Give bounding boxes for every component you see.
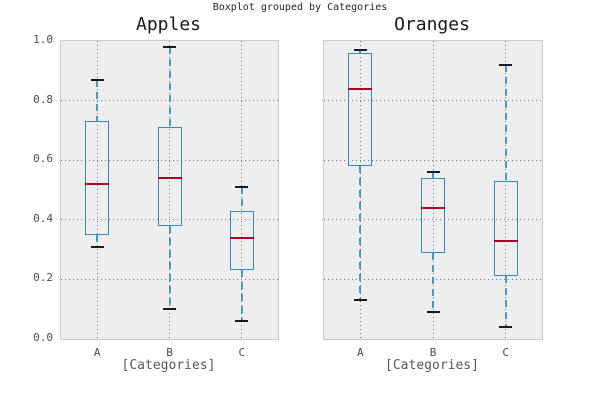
box	[493, 181, 518, 277]
whisker-cap-top	[235, 186, 249, 189]
subplot-title: Oranges	[394, 14, 470, 35]
chart-suptitle: Boxplot grouped by Categories	[212, 2, 388, 13]
subplot-title: Apples	[135, 14, 202, 35]
whisker-lower	[168, 225, 171, 310]
y-tick-label: 0.2	[33, 271, 53, 285]
x-tick-label: C	[502, 346, 509, 359]
box	[229, 210, 254, 271]
whisker-upper	[240, 187, 243, 211]
y-tick-label: 0.4	[33, 211, 53, 225]
gridline-vertical	[432, 41, 434, 339]
box	[421, 178, 445, 253]
whisker-lower	[240, 270, 243, 322]
plot-area: A B C	[323, 40, 543, 359]
y-tick-label: 0.0	[33, 331, 53, 344]
whisker-upper	[168, 46, 171, 128]
x-tick-label: A	[93, 346, 101, 359]
whisker-cap-bottom	[235, 320, 249, 323]
whisker-upper	[504, 64, 507, 182]
whisker-cap-top	[426, 171, 440, 174]
y-tick-label: 0.8	[33, 92, 53, 106]
y-tick-label: 0.6	[33, 152, 53, 166]
median-line	[348, 87, 373, 90]
plot-area: 0.0 0.2 0.4 0.6 0.8 1.0 A B C	[33, 33, 279, 359]
median-line	[229, 236, 254, 239]
x-axis-label: [Categories]	[121, 358, 216, 373]
box	[85, 121, 110, 235]
median-line	[421, 206, 445, 209]
gridline-vertical	[505, 41, 507, 339]
x-axis-label: [Categories]	[385, 358, 479, 373]
subplot-oranges: Oranges A B C [Categories]	[300, 0, 600, 400]
whisker-cap-top	[163, 45, 176, 48]
whisker-cap-bottom	[499, 326, 513, 329]
whisker-cap-bottom	[163, 308, 176, 311]
subplot-apples: Apples 0.0 0.2 0.4 0.6 0.8 1.0 A B C [Categories…	[33, 14, 279, 373]
whisker-cap-bottom	[353, 299, 367, 302]
whisker-cap-bottom	[426, 311, 440, 314]
whisker-upper	[432, 172, 434, 179]
whisker-upper	[359, 49, 362, 53]
whisker-upper	[96, 79, 99, 122]
median-line	[85, 183, 110, 186]
x-tick-label: C	[238, 346, 246, 359]
x-tick-label: B	[166, 346, 173, 359]
whisker-lower	[504, 276, 507, 328]
x-tick-label: B	[429, 346, 437, 359]
x-tick-label: A	[357, 346, 364, 359]
whisker-lower	[359, 166, 362, 301]
y-tick-label: 1.0	[33, 33, 53, 46]
median-line	[493, 239, 518, 242]
gridline-vertical	[169, 41, 170, 339]
whisker-cap-top	[90, 78, 104, 81]
whisker-lower	[432, 252, 434, 313]
median-line	[157, 177, 182, 180]
whisker-cap-bottom	[90, 245, 104, 248]
whisker-cap-top	[353, 48, 367, 51]
gridline-vertical	[96, 41, 98, 339]
box	[157, 127, 182, 226]
whisker-lower	[96, 234, 99, 247]
box	[348, 52, 373, 167]
whisker-cap-top	[499, 63, 513, 66]
